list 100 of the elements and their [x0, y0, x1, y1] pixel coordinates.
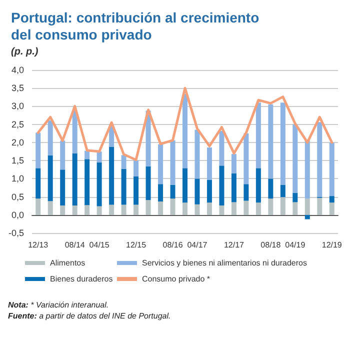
chart-title: Portugal: contribución al crecimiento del consumo privado [11, 10, 264, 42]
bar [194, 204, 200, 215]
x-tick-label: 08/18 [260, 240, 282, 250]
bar [194, 130, 200, 179]
bar [292, 192, 298, 202]
bar [329, 196, 334, 203]
y-tick-label: 2,0 [11, 137, 24, 148]
bar [231, 202, 236, 215]
bar [280, 197, 286, 215]
bar [72, 205, 78, 215]
bar [317, 122, 322, 197]
bar [292, 124, 298, 193]
x-tick-label: 12/13 [28, 240, 49, 250]
bar [219, 205, 224, 215]
bar [36, 168, 41, 199]
bar [134, 160, 139, 176]
y-tick-label: 3,0 [11, 101, 24, 112]
bar [170, 198, 176, 215]
bar [206, 148, 212, 180]
bar [329, 142, 334, 196]
bar [158, 144, 164, 184]
legend-label: Alimentos [50, 258, 86, 268]
bar [84, 205, 90, 215]
x-tick-label: 12/19 [322, 240, 342, 250]
text: Nota: * Variación interanual. [8, 300, 109, 310]
y-tick-label: 0,5 [11, 192, 24, 202]
bar [36, 198, 41, 215]
bar [48, 201, 53, 215]
x-tick-label: 12/17 [224, 240, 245, 250]
bar [109, 204, 114, 215]
y-tick-label: 0,0 [11, 210, 24, 220]
bar [170, 140, 176, 185]
source-note: Fuente: a partir de datos del INE de Portugal. [8, 312, 171, 320]
bar [304, 198, 310, 215]
bar [60, 170, 66, 206]
x-tick-label: 12/15 [126, 240, 147, 250]
bar [146, 200, 151, 215]
y-tick-label: 2,5 [11, 119, 24, 130]
bar [48, 120, 53, 156]
bar [96, 206, 102, 215]
bar [170, 184, 176, 199]
bar [244, 133, 249, 184]
bar [256, 102, 261, 168]
bar [121, 168, 126, 205]
bar [268, 198, 274, 215]
line-series [36, 86, 334, 162]
y-tick-label: 4,0 [11, 65, 24, 75]
bar [268, 178, 274, 199]
bar [292, 202, 298, 215]
bar [280, 184, 286, 198]
bar [244, 200, 249, 215]
bar [182, 94, 188, 168]
bar [48, 155, 53, 202]
bar [219, 166, 224, 206]
bar [134, 176, 139, 205]
bar [72, 110, 78, 154]
bar [280, 102, 286, 185]
x-tick-label: 08/16 [162, 240, 184, 250]
bar [231, 154, 236, 174]
y-tick-label: 1,5 [11, 156, 24, 166]
bar [182, 168, 188, 203]
y-axis-title: (p. p.) [11, 46, 39, 58]
bar [158, 201, 164, 215]
bar [96, 162, 102, 206]
bar [256, 168, 261, 203]
bar [84, 159, 90, 206]
legend-label: Servicios y bienes ni alimentarios ni duraderos [142, 258, 307, 268]
x-tick-label: 04/15 [89, 240, 110, 250]
bar [194, 178, 200, 204]
bar [304, 214, 310, 220]
legend-label: Consumo privado * [142, 274, 210, 284]
bar [84, 150, 90, 160]
x-tick-label: 04/19 [285, 240, 306, 250]
x-tick-label: 04/17 [187, 240, 208, 250]
bar [304, 140, 310, 199]
bar [109, 146, 114, 205]
bar [134, 204, 139, 215]
bar [158, 184, 164, 202]
bar [121, 204, 126, 215]
bar [219, 130, 224, 166]
bar [317, 198, 322, 215]
bar [206, 180, 212, 203]
legend-label: Bienes duraderos [50, 274, 113, 284]
y-tick-label: 3,5 [11, 83, 24, 94]
bar [96, 152, 102, 162]
bar [146, 166, 151, 200]
bar [206, 202, 212, 215]
bar [60, 140, 66, 170]
y-tick-label: 1,0 [11, 174, 24, 184]
bar [268, 104, 274, 179]
bar [182, 202, 188, 215]
bar [36, 132, 41, 168]
bar [329, 202, 334, 215]
bar [60, 205, 66, 215]
bar [72, 153, 78, 206]
bar [244, 184, 249, 201]
y-tick-label: -0,5 [8, 228, 24, 238]
bar [256, 202, 261, 215]
bar [121, 155, 126, 169]
x-tick-label: 08/14 [64, 240, 86, 250]
